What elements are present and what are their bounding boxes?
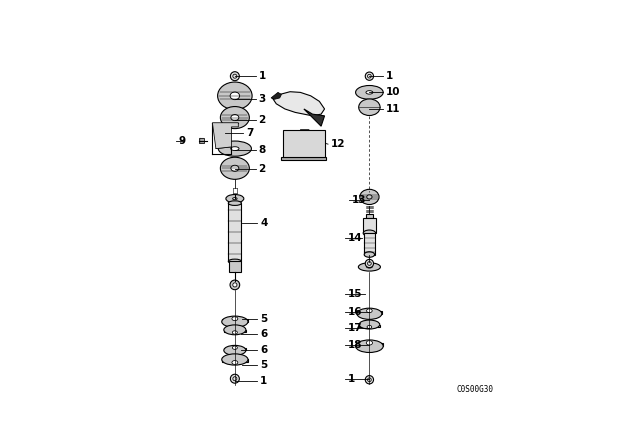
Ellipse shape <box>230 92 239 99</box>
Ellipse shape <box>221 354 248 365</box>
Ellipse shape <box>367 266 372 268</box>
Text: 15: 15 <box>348 289 362 298</box>
Polygon shape <box>282 157 326 160</box>
Text: 11: 11 <box>386 104 401 114</box>
Text: 6: 6 <box>260 329 268 339</box>
Text: 9: 9 <box>179 136 186 146</box>
Text: 5: 5 <box>260 360 268 370</box>
Ellipse shape <box>228 259 241 264</box>
Bar <box>356 343 383 346</box>
Text: 2: 2 <box>259 115 266 125</box>
Circle shape <box>300 149 308 157</box>
Ellipse shape <box>224 325 246 335</box>
Text: 18: 18 <box>348 340 362 349</box>
Text: 17: 17 <box>348 323 362 333</box>
Text: 5: 5 <box>260 314 268 324</box>
Ellipse shape <box>218 141 252 156</box>
Circle shape <box>230 280 240 290</box>
Ellipse shape <box>367 195 372 199</box>
Ellipse shape <box>357 308 382 319</box>
Text: 2: 2 <box>259 164 266 174</box>
Text: 10: 10 <box>386 87 401 97</box>
Bar <box>221 319 248 322</box>
Ellipse shape <box>231 115 239 121</box>
Text: 12: 12 <box>331 139 345 149</box>
Ellipse shape <box>231 147 239 151</box>
Bar <box>229 261 241 272</box>
Circle shape <box>365 375 374 384</box>
Ellipse shape <box>359 320 380 329</box>
Bar <box>224 330 246 332</box>
Text: 1: 1 <box>386 71 393 81</box>
Bar <box>228 203 241 262</box>
Bar <box>366 214 373 218</box>
Circle shape <box>365 72 374 80</box>
Text: 7: 7 <box>246 128 253 138</box>
Text: 6: 6 <box>260 345 268 355</box>
Ellipse shape <box>218 82 252 110</box>
Text: C0S00G30: C0S00G30 <box>456 384 493 393</box>
Ellipse shape <box>232 331 237 334</box>
Ellipse shape <box>356 86 383 99</box>
Ellipse shape <box>226 194 244 203</box>
Ellipse shape <box>360 190 379 204</box>
Ellipse shape <box>220 107 250 129</box>
Ellipse shape <box>221 316 248 327</box>
Text: 14: 14 <box>348 233 362 243</box>
Bar <box>357 311 382 314</box>
Ellipse shape <box>366 340 372 345</box>
Ellipse shape <box>228 201 241 206</box>
Ellipse shape <box>231 165 239 171</box>
Ellipse shape <box>232 361 238 364</box>
Text: 1: 1 <box>260 376 268 386</box>
Polygon shape <box>273 92 324 116</box>
Ellipse shape <box>232 346 237 349</box>
Ellipse shape <box>232 317 238 321</box>
Polygon shape <box>212 123 238 149</box>
Circle shape <box>365 259 374 267</box>
Ellipse shape <box>367 325 372 328</box>
Polygon shape <box>300 129 310 157</box>
Polygon shape <box>283 129 324 157</box>
Ellipse shape <box>232 198 237 200</box>
Circle shape <box>230 72 239 81</box>
Text: 1: 1 <box>348 374 355 384</box>
Bar <box>363 218 376 233</box>
Bar <box>199 138 204 143</box>
Ellipse shape <box>224 345 246 355</box>
Polygon shape <box>304 109 324 126</box>
Ellipse shape <box>363 230 376 236</box>
Ellipse shape <box>356 340 383 353</box>
Bar <box>221 359 248 362</box>
Text: 4: 4 <box>260 218 268 228</box>
Ellipse shape <box>220 157 250 179</box>
Ellipse shape <box>358 99 380 116</box>
Bar <box>364 233 374 254</box>
Circle shape <box>230 374 239 383</box>
Text: 13: 13 <box>351 195 366 205</box>
Circle shape <box>233 283 237 287</box>
Ellipse shape <box>367 309 372 313</box>
Ellipse shape <box>358 263 380 271</box>
Text: 16: 16 <box>348 307 362 317</box>
Circle shape <box>217 129 224 137</box>
Bar <box>359 324 380 327</box>
Text: 1: 1 <box>259 71 266 81</box>
Text: 8: 8 <box>259 145 266 155</box>
Ellipse shape <box>366 90 373 94</box>
Text: 3: 3 <box>259 94 266 103</box>
Polygon shape <box>271 92 282 99</box>
Bar <box>224 348 246 350</box>
Ellipse shape <box>364 252 374 257</box>
